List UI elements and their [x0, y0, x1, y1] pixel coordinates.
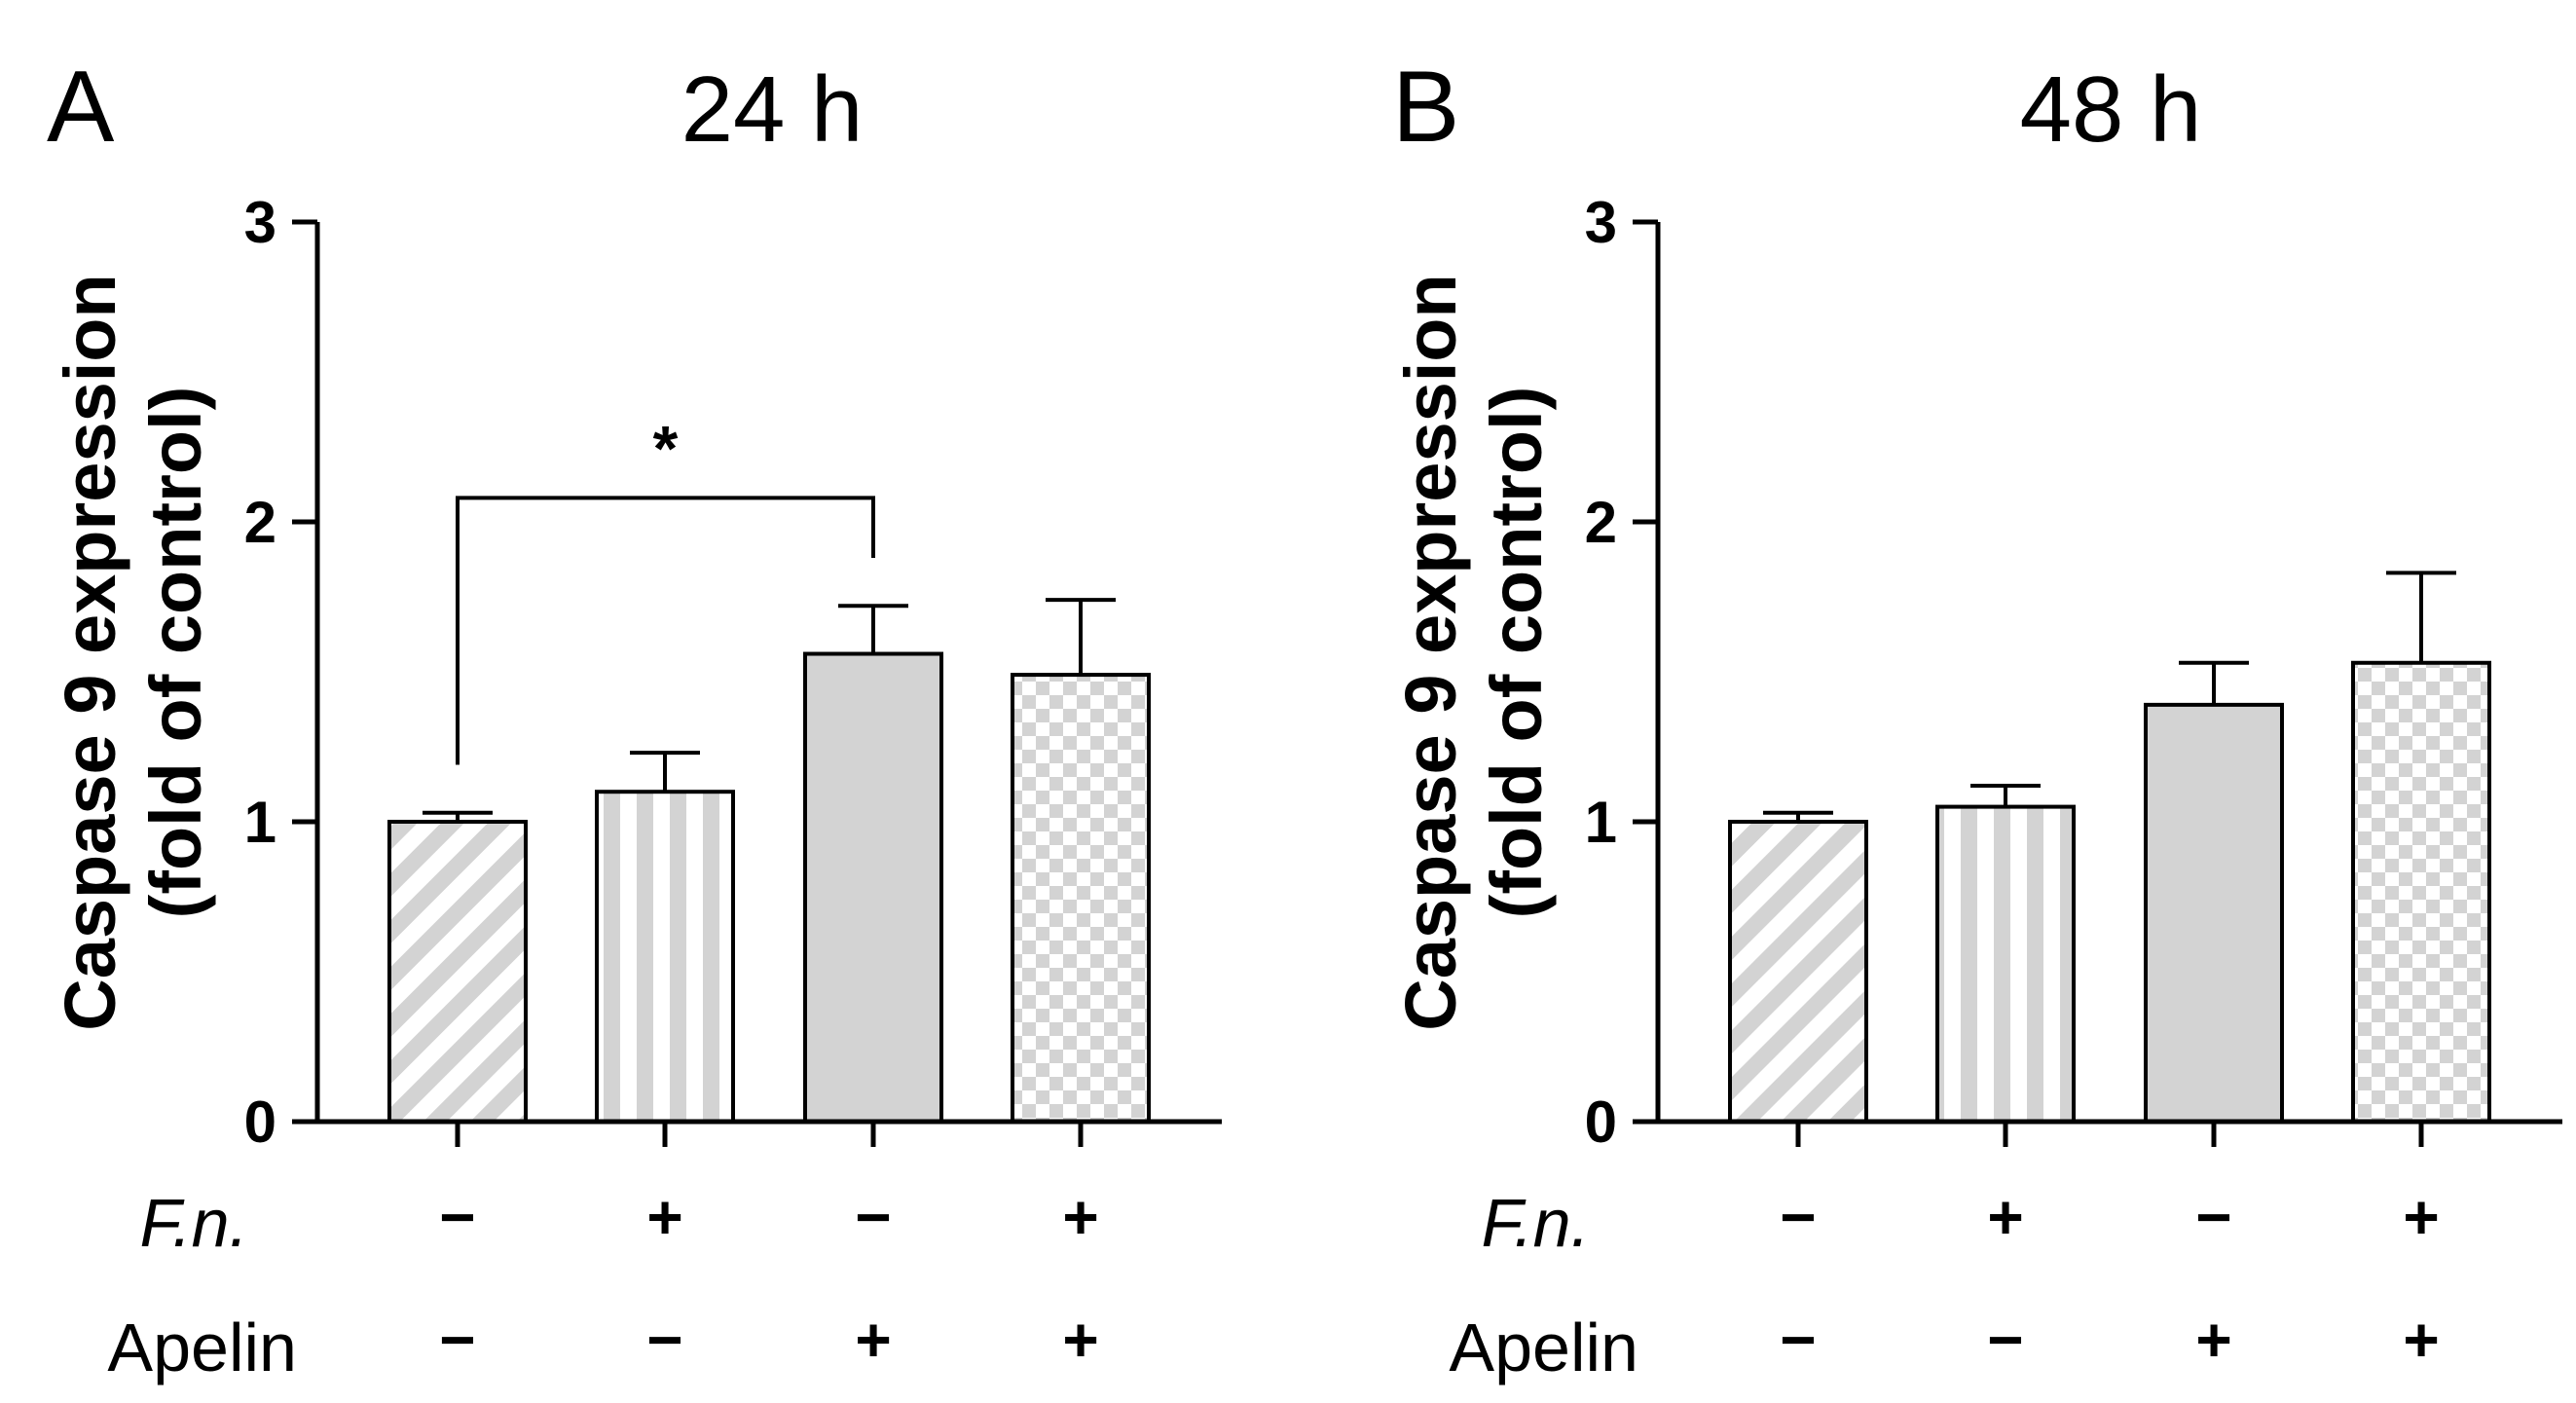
panel-a-bar-3 [803, 651, 943, 1125]
panel-a-apelin-sign-1: − [439, 1305, 475, 1375]
panel-a-title: 24 h [681, 57, 864, 162]
panel-b-ylabel-line1: Caspase 9 expression [1390, 274, 1471, 1030]
panel-a-apelin-label: Apelin [107, 1310, 297, 1385]
panel-a-bar-2 [595, 790, 735, 1124]
panel-a-ylabel-line1: Caspase 9 expression [50, 274, 130, 1030]
panel-a-apelin-sign-4: + [1062, 1305, 1098, 1375]
panel-b-fn-sign-1: − [1780, 1182, 1816, 1252]
panel-a-bar-4 [1011, 673, 1151, 1125]
panel-a-significance-label: * [653, 412, 679, 484]
panel-b-ytick-label-3: 3 [1585, 190, 1617, 255]
panel-b-fn-label: F.n. [1481, 1185, 1590, 1261]
panel-b-ytick-label-2: 2 [1585, 490, 1617, 555]
panel-a-plot: 0 1 2 3 − + − + − − + + * [244, 190, 1222, 1375]
panel-b-apelin-sign-1: − [1780, 1305, 1816, 1375]
panel-b-bar-3 [2144, 702, 2284, 1124]
panel-b-plot: 0 1 2 3 − + − + − − + + [1585, 190, 2562, 1375]
panel-b-fn-sign-3: − [2195, 1182, 2231, 1252]
panel-b-letter: B [1392, 51, 1459, 164]
panel-b-fn-sign-4: + [2403, 1182, 2439, 1252]
panel-a-ytick-label-1: 1 [244, 790, 276, 855]
panel-b-apelin-sign-2: − [1987, 1305, 2023, 1375]
panel-a-ylabel-line2: (fold of control) [135, 387, 216, 919]
panel-b: B 48 h Caspase 9 expression (fold of con… [1390, 51, 2562, 1385]
panel-b-ytick-label-0: 0 [1585, 1089, 1617, 1155]
panel-b-fn-sign-2: + [1987, 1182, 2023, 1252]
panel-a-bar-1 [387, 820, 528, 1124]
panel-b-apelin-label: Apelin [1449, 1310, 1638, 1385]
panel-a-apelin-sign-3: + [855, 1305, 891, 1375]
panel-a-fn-sign-2: + [646, 1182, 682, 1252]
panel-b-apelin-sign-4: + [2403, 1305, 2439, 1375]
panel-b-title: 48 h [2020, 57, 2202, 162]
panel-b-bar-1 [1728, 820, 1868, 1124]
panel-b-ylabel-line2: (fold of control) [1476, 387, 1557, 919]
panel-a-fn-sign-1: − [439, 1182, 475, 1252]
panel-a-fn-label: F.n. [139, 1185, 248, 1261]
panel-b-bar-2 [1935, 804, 2076, 1124]
panel-b-bar-4 [2351, 660, 2491, 1124]
panel-a-ytick-label-3: 3 [244, 190, 276, 255]
panel-a-apelin-sign-2: − [646, 1305, 682, 1375]
panel-b-ytick-label-1: 1 [1585, 790, 1617, 855]
panel-a-letter: A [47, 51, 115, 164]
panel-b-apelin-sign-3: + [2195, 1305, 2231, 1375]
panel-a-significance-bracket [456, 496, 875, 765]
panel-a-fn-sign-3: − [855, 1182, 891, 1252]
panel-a-fn-sign-4: + [1062, 1182, 1098, 1252]
panel-a: A 24 h Caspase 9 expression (fold of con… [47, 51, 1222, 1385]
panel-a-ytick-label-0: 0 [244, 1089, 276, 1155]
panel-a-ytick-label-2: 2 [244, 490, 276, 555]
